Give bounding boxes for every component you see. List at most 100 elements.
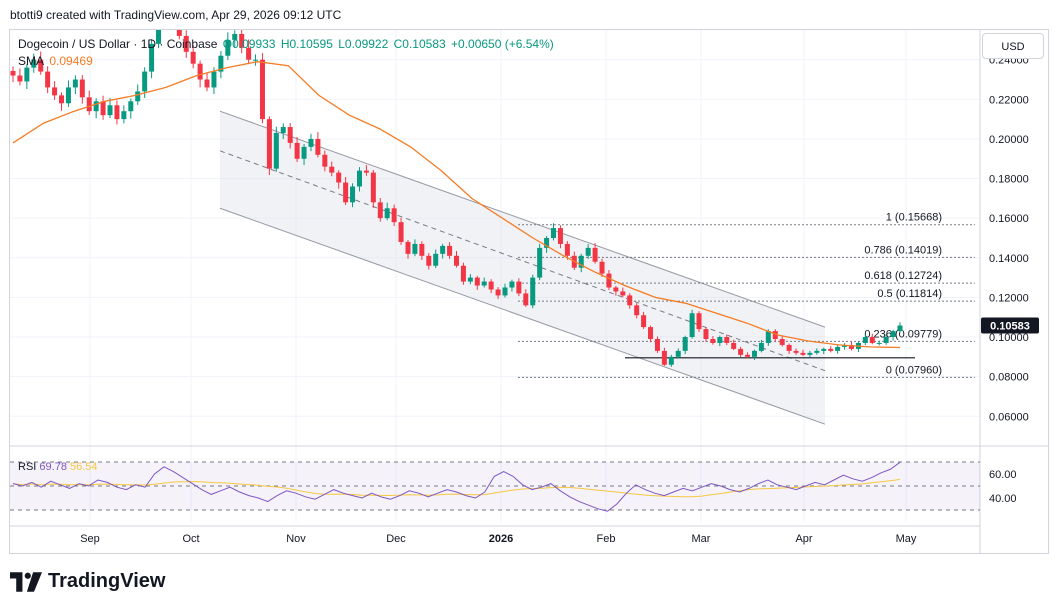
candle-body-119: [835, 346, 841, 351]
candle-body-40: [287, 127, 293, 143]
tradingview-brand: TradingView: [48, 570, 166, 592]
candle-body-114: [800, 352, 806, 355]
time-tick-label-1: Oct: [182, 533, 199, 545]
candle-body-48: [343, 182, 349, 203]
rsi-line: [12, 461, 901, 512]
candle-body-110: [772, 331, 778, 339]
candle-body-76: [537, 247, 543, 278]
candle-body-29: [211, 71, 217, 88]
ohlc-high: H0.10595: [280, 37, 333, 51]
candle-body-68: [481, 281, 487, 286]
candle-body-5: [45, 71, 51, 88]
candle-body-91: [641, 315, 647, 328]
candles: [10, 30, 903, 367]
time-axis: Sep Oct Nov Dec 2026 Feb Mar Apr May: [80, 533, 917, 545]
candle-body-62: [440, 245, 446, 254]
candle-body-118: [828, 348, 834, 351]
candle-body-121: [848, 344, 854, 349]
candle-body-37: [266, 119, 272, 169]
candle-body-33: [239, 33, 245, 48]
candle-body-89: [627, 295, 633, 306]
candle-body-51: [363, 170, 369, 173]
candle-body-0: [10, 70, 16, 76]
candle-body-124: [869, 337, 875, 343]
candle-body-99: [696, 313, 702, 330]
candle-body-84: [592, 247, 598, 262]
candle-body-72: [509, 281, 515, 288]
candle-body-2: [24, 67, 30, 82]
candle-body-56: [398, 222, 404, 242]
candle-body-9: [72, 79, 78, 88]
candle-body-28: [204, 79, 210, 88]
price-tick-label-3: 0.12000: [989, 292, 1029, 304]
candle-body-128: [897, 325, 903, 332]
symbol-legend: Dogecoin / US Dollar · 1D · Coinbase O0.…: [18, 36, 556, 70]
symbol-title[interactable]: Dogecoin / US Dollar · 1D · Coinbase: [18, 37, 218, 51]
candle-body-111: [779, 339, 785, 345]
candle-body-70: [495, 289, 501, 296]
candle-body-86: [606, 273, 612, 288]
candle-body-96: [675, 350, 681, 357]
candle-body-120: [842, 344, 848, 347]
candle-body-107: [751, 350, 757, 357]
candle-body-75: [530, 277, 536, 306]
candle-body-92: [648, 327, 654, 339]
channel-lower-line: [219, 207, 826, 425]
candle-body-103: [724, 337, 730, 343]
sma-legend-value: 0.09469: [49, 54, 93, 68]
ohlc-change: +0.00650 (+6.54%): [451, 37, 554, 51]
candle-body-39: [280, 127, 286, 133]
candle-body-125: [876, 342, 882, 344]
candle-body-11: [86, 97, 92, 112]
candle-body-3: [31, 59, 37, 68]
sma-legend-label[interactable]: SMA: [18, 54, 45, 68]
rsi-tick-label-0: 60.00: [989, 469, 1017, 481]
candle-body-53: [377, 202, 383, 219]
candle-body-21: [156, 30, 162, 44]
currency-button[interactable]: USD: [982, 33, 1044, 59]
candle-body-67: [474, 277, 480, 286]
rsi-legend: RSI 69.78 56.54: [18, 461, 98, 473]
chart-frame[interactable]: 1 (0.15668) 0.786 (0.14019) 0.618 (0.12724…: [9, 29, 1049, 554]
time-tick-label-5: Feb: [597, 533, 616, 545]
candle-body-20: [149, 43, 155, 72]
candle-body-87: [613, 287, 619, 292]
candle-body-43: [308, 138, 314, 147]
candle-body-104: [731, 342, 737, 349]
sma-line: [12, 61, 901, 349]
candle-body-57: [405, 241, 411, 254]
candle-body-46: [329, 166, 335, 173]
candle-body-60: [426, 255, 432, 266]
ohlc-open: O0.09933: [222, 37, 276, 51]
candle-body-115: [807, 352, 813, 355]
candle-body-17: [128, 101, 134, 112]
candle-body-34: [246, 47, 252, 60]
time-tick-label-2: Nov: [286, 533, 306, 545]
candle-body-82: [578, 255, 584, 268]
last-price-badge: [981, 317, 1039, 334]
candle-body-85: [599, 261, 605, 274]
price-chart[interactable]: 1 (0.15668) 0.786 (0.14019) 0.618 (0.12724…: [10, 30, 1048, 553]
last-price-label: 0.10583: [990, 320, 1030, 332]
candle-body-98: [689, 313, 695, 338]
tradingview-logo[interactable]: TradingView: [10, 570, 165, 593]
candle-body-97: [682, 337, 688, 351]
fib-label-1: 1 (0.15668): [886, 212, 942, 224]
price-tick-label-6: 0.18000: [989, 174, 1029, 186]
price-tick-label-7: 0.20000: [989, 134, 1029, 146]
rsi-legend-label[interactable]: RSI: [18, 461, 37, 473]
candle-body-18: [135, 91, 141, 102]
price-tick-label-2: 0.10000: [989, 332, 1029, 344]
price-tick-label-8: 0.22000: [989, 94, 1029, 106]
candle-body-41: [294, 142, 300, 159]
candle-body-127: [890, 331, 896, 338]
candle-body-88: [620, 291, 626, 296]
candle-body-90: [634, 305, 640, 316]
rsi-legend-value: 69.78: [39, 461, 67, 473]
candle-body-59: [419, 243, 425, 256]
candle-body-27: [197, 63, 203, 80]
price-pane-bg: [10, 30, 980, 442]
ohlc-close: C0.10583: [393, 37, 446, 51]
candle-body-123: [862, 337, 868, 343]
candle-body-54: [384, 208, 390, 219]
